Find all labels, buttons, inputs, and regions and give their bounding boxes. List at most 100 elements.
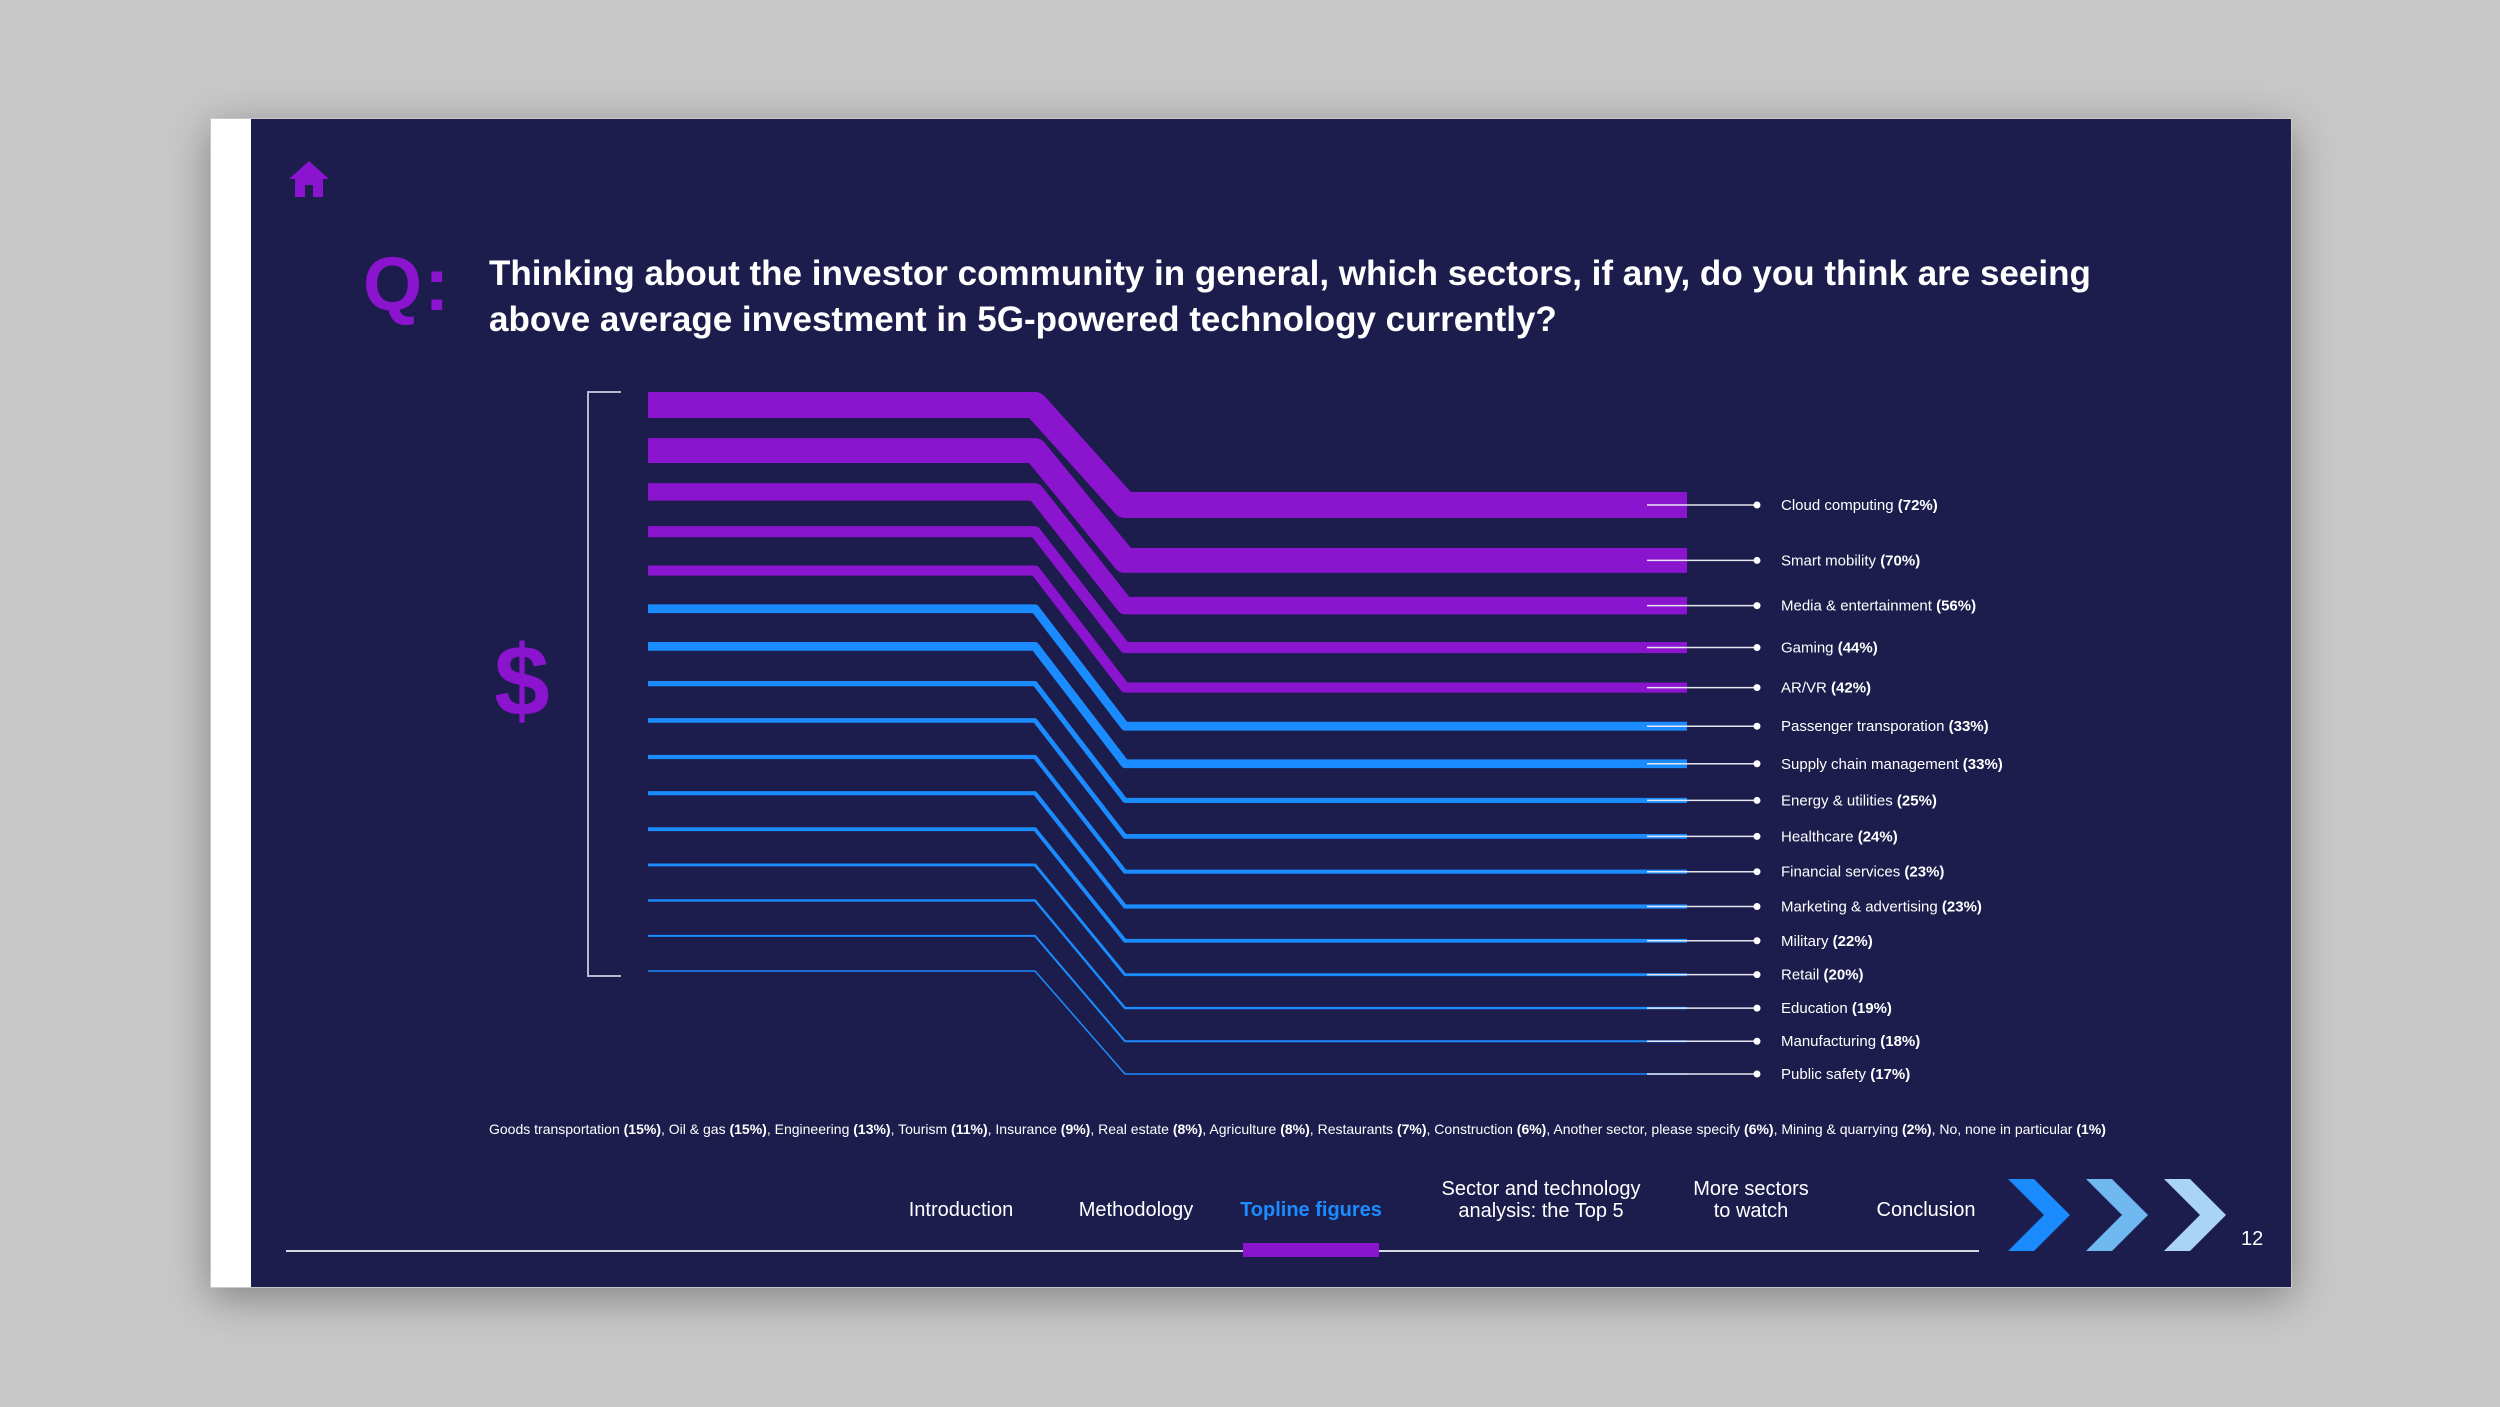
data-label-value: (17%) (1870, 1066, 1910, 1083)
data-label-name: AR/VR (1781, 680, 1831, 697)
leader-dot (1753, 644, 1761, 652)
other-sector-value: (7%) (1396, 1121, 1427, 1137)
sector-line (648, 526, 1687, 654)
nav-methodology[interactable]: Methodology (1078, 1199, 1194, 1221)
data-label-value: (33%) (1963, 756, 2003, 773)
other-sector-value: (8%) (1172, 1121, 1203, 1137)
home-icon[interactable] (287, 159, 331, 199)
data-label-name: Retail (1781, 967, 1824, 984)
other-sector-item: Construction (6%) (1434, 1121, 1547, 1137)
data-label-name: Energy & utilities (1781, 792, 1897, 809)
nav-more-line-1: More sectors (1693, 1178, 1809, 1200)
slide-left-strip (211, 119, 251, 1287)
other-sector-item: Another sector, please specify (6%) (1553, 1121, 1774, 1137)
sector-line (648, 863, 1687, 977)
sector-line (648, 970, 1687, 1075)
nav-conclusion[interactable]: Conclusion (1876, 1199, 1976, 1221)
data-label-name: Education (1781, 1000, 1852, 1017)
data-label-name: Public safety (1781, 1066, 1870, 1083)
data-label-value: (23%) (1904, 864, 1944, 881)
data-label-value: (19%) (1852, 1000, 1892, 1017)
nav-more-line-2: to watch (1713, 1200, 1789, 1222)
next-chevrons-icon[interactable] (2008, 1175, 2240, 1255)
data-label-name: Marketing & advertising (1781, 898, 1942, 915)
data-label: Energy & utilities (25%) (1781, 792, 1937, 809)
data-label-name: Smart mobility (1781, 552, 1880, 569)
sector-line (648, 392, 1687, 518)
other-sector-item: Agriculture (8%) (1209, 1121, 1310, 1137)
other-sector-value: (2%) (1902, 1121, 1932, 1137)
leader-dot (1753, 796, 1761, 804)
nav-more-sectors[interactable]: More sectors to watch (1671, 1178, 1831, 1222)
nav-introduction[interactable]: Introduction (908, 1199, 1014, 1221)
nav-divider (286, 1250, 1979, 1252)
other-sector-value: (8%) (1280, 1121, 1310, 1137)
leader-dot (1753, 971, 1761, 979)
nav-sector-line-2: analysis: the Top 5 (1458, 1200, 1624, 1222)
sector-line (648, 827, 1687, 943)
sector-line (648, 483, 1687, 615)
data-label-name: Healthcare (1781, 828, 1858, 845)
data-label: Financial services (23%) (1781, 864, 1944, 881)
data-label-value: (42%) (1831, 680, 1871, 697)
question-line-2: above average investment in 5G-powered t… (489, 300, 1557, 339)
leader-dot (1753, 722, 1761, 730)
data-label-value: (72%) (1898, 497, 1938, 514)
nav-sector-line-1: Sector and technology (1441, 1178, 1641, 1200)
data-label-name: Passenger transporation (1781, 718, 1949, 735)
other-sector-item: Mining & quarrying (2%) (1781, 1121, 1932, 1137)
other-sector-value: (13%) (853, 1121, 891, 1137)
sector-line (648, 438, 1687, 573)
data-label-name: Gaming (1781, 640, 1838, 657)
other-sector-item: Oil & gas (15%) (668, 1121, 767, 1137)
sector-line (648, 754, 1687, 874)
sector-chart: Cloud computing (72%) Smart mobility (70%… (648, 392, 2003, 1083)
question-line-1: Thinking about the investor community in… (489, 254, 2091, 293)
other-sector-item: Tourism (11%) (898, 1121, 988, 1137)
data-label-value: (25%) (1897, 792, 1937, 809)
leader-dot (1753, 868, 1761, 876)
data-label-value: (20%) (1824, 967, 1864, 984)
data-label-value: (44%) (1838, 640, 1878, 657)
nav-topline-figures[interactable]: Topline figures (1240, 1199, 1382, 1221)
leader-dot (1753, 760, 1761, 768)
other-sectors-footnote: Goods transportation (15%), Oil & gas (1… (489, 1121, 2106, 1137)
data-label-value: (18%) (1880, 1033, 1920, 1050)
data-label: Retail (20%) (1781, 967, 1864, 984)
leader-dot (1753, 1070, 1761, 1078)
sector-line (648, 899, 1687, 1010)
data-label: Smart mobility (70%) (1781, 552, 1920, 569)
dollar-icon: $ (494, 625, 550, 737)
nav-active-indicator (1243, 1243, 1379, 1257)
sector-line (648, 641, 1687, 769)
other-sector-item: Restaurants (7%) (1317, 1121, 1427, 1137)
sector-line (648, 604, 1687, 731)
sector-line (648, 565, 1687, 693)
other-sector-item: Real estate (8%) (1098, 1121, 1203, 1137)
question-mark-label: Q: (363, 242, 452, 327)
data-label-name: Financial services (1781, 864, 1904, 881)
leader-dot (1753, 1037, 1761, 1045)
bracket-line (587, 391, 621, 977)
data-label-value: (23%) (1942, 898, 1982, 915)
data-label: Passenger transporation (33%) (1781, 718, 1989, 735)
data-label-name: Military (1781, 933, 1833, 950)
data-label-value: (70%) (1880, 552, 1920, 569)
other-sector-item: Goods transportation (15%) (489, 1121, 661, 1137)
data-label-value: (24%) (1858, 828, 1898, 845)
leader-dot (1753, 902, 1761, 910)
data-label: Media & entertainment (56%) (1781, 598, 1976, 615)
data-label: Education (19%) (1781, 1000, 1892, 1017)
data-label: Military (22%) (1781, 933, 1873, 950)
other-sector-value: (9%) (1060, 1121, 1091, 1137)
nav-sector-analysis[interactable]: Sector and technology analysis: the Top … (1416, 1178, 1666, 1222)
leader-dot (1753, 556, 1761, 564)
other-sector-value: (15%) (623, 1121, 661, 1137)
other-sector-item: Engineering (13%) (774, 1121, 891, 1137)
data-label-value: (56%) (1936, 598, 1976, 615)
other-sector-value: (6%) (1744, 1121, 1774, 1137)
data-label-name: Cloud computing (1781, 497, 1898, 514)
data-label: Healthcare (24%) (1781, 828, 1898, 845)
data-label: Public safety (17%) (1781, 1066, 1910, 1083)
page-number: 12 (2241, 1228, 2264, 1250)
